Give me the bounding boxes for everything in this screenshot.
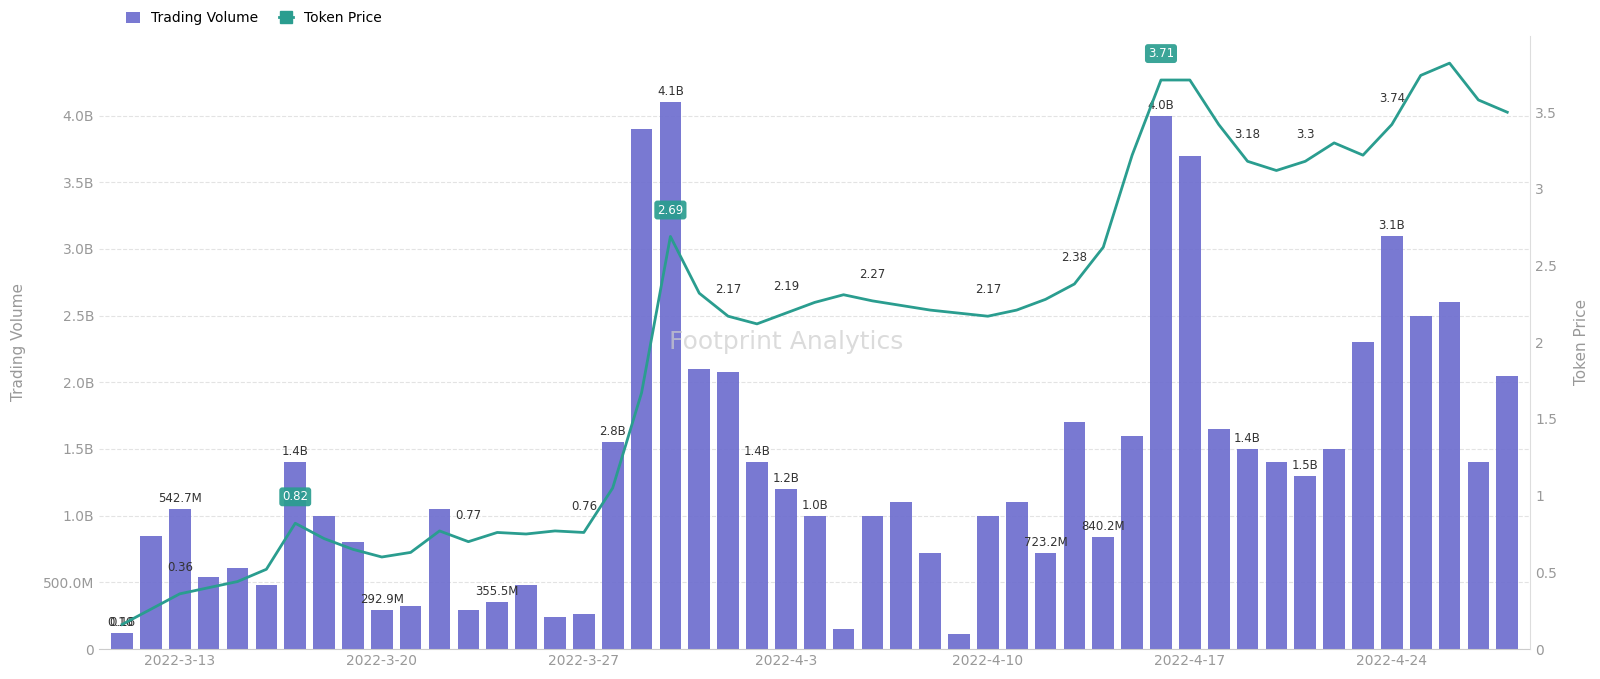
Bar [371,610,392,649]
Bar [141,536,162,649]
Text: 0.76: 0.76 [571,500,597,513]
Bar [400,606,421,649]
Text: 0.77: 0.77 [456,509,482,521]
Bar [1266,462,1288,649]
Bar [774,489,797,649]
Text: 2.19: 2.19 [773,280,798,293]
Bar [429,509,450,649]
Text: 3.3: 3.3 [1296,128,1315,141]
Bar [1064,422,1085,649]
Text: 840.2M: 840.2M [1082,520,1125,533]
Bar [573,614,595,649]
Bar [1237,449,1258,649]
Bar [170,509,190,649]
Text: 1.2B: 1.2B [773,472,800,485]
Bar [256,585,277,649]
Text: 3.1B: 3.1B [1379,219,1405,232]
Bar [1381,236,1403,649]
Text: 0.82: 0.82 [282,490,309,503]
Text: 542.7M: 542.7M [158,492,202,505]
Text: 0.16: 0.16 [107,616,134,629]
Bar [1294,476,1317,649]
Bar [1496,375,1518,649]
Bar [1035,553,1056,649]
Bar [342,543,363,649]
Bar [486,602,509,649]
Y-axis label: Trading Volume: Trading Volume [11,283,26,401]
Bar [285,462,306,649]
Text: 3.18: 3.18 [1235,128,1261,141]
Bar [1410,316,1432,649]
Text: 1.5B: 1.5B [1291,458,1318,472]
Text: 0.16: 0.16 [109,616,134,629]
Bar [978,515,998,649]
Text: 1.4B: 1.4B [744,445,771,458]
Bar [1208,429,1229,649]
Bar [1006,502,1027,649]
Bar [949,634,970,649]
Y-axis label: Token Price: Token Price [1574,299,1589,386]
Bar [630,129,653,649]
Text: 292.9M: 292.9M [360,593,403,606]
Bar [832,629,854,649]
Text: 2.69: 2.69 [658,204,683,217]
Bar [1179,155,1200,649]
Bar [659,103,682,649]
Text: 3.74: 3.74 [1379,92,1405,105]
Bar [1352,342,1374,649]
Bar [803,515,826,649]
Text: 0.36: 0.36 [166,561,194,574]
Text: 2.17: 2.17 [715,283,741,296]
Bar [602,442,624,649]
Bar [515,585,538,649]
Bar [1323,449,1346,649]
Text: Footprint Analytics: Footprint Analytics [669,330,904,354]
Text: 1.4B: 1.4B [282,445,309,458]
Bar [458,610,480,649]
Legend: Trading Volume, Token Price: Trading Volume, Token Price [120,5,387,31]
Bar [1467,462,1490,649]
Text: 2.17: 2.17 [974,283,1002,296]
Bar [920,553,941,649]
Bar [861,515,883,649]
Bar [198,576,219,649]
Bar [112,633,133,649]
Bar [891,502,912,649]
Bar [314,515,334,649]
Bar [1438,302,1461,649]
Bar [717,371,739,649]
Text: 2.8B: 2.8B [600,425,626,439]
Bar [1093,537,1114,649]
Text: 1.0B: 1.0B [802,498,829,512]
Text: 2.27: 2.27 [859,268,885,281]
Text: 4.0B: 4.0B [1147,98,1174,111]
Text: 355.5M: 355.5M [475,585,518,598]
Text: 723.2M: 723.2M [1024,536,1067,549]
Bar [544,617,566,649]
Text: 3.71: 3.71 [1147,47,1174,60]
Text: 4.1B: 4.1B [658,86,683,98]
Bar [688,369,710,649]
Bar [1122,436,1142,649]
Text: 1.4B: 1.4B [1234,432,1261,445]
Bar [1150,115,1171,649]
Bar [746,462,768,649]
Text: 2.38: 2.38 [1061,251,1088,264]
Bar [227,568,248,649]
